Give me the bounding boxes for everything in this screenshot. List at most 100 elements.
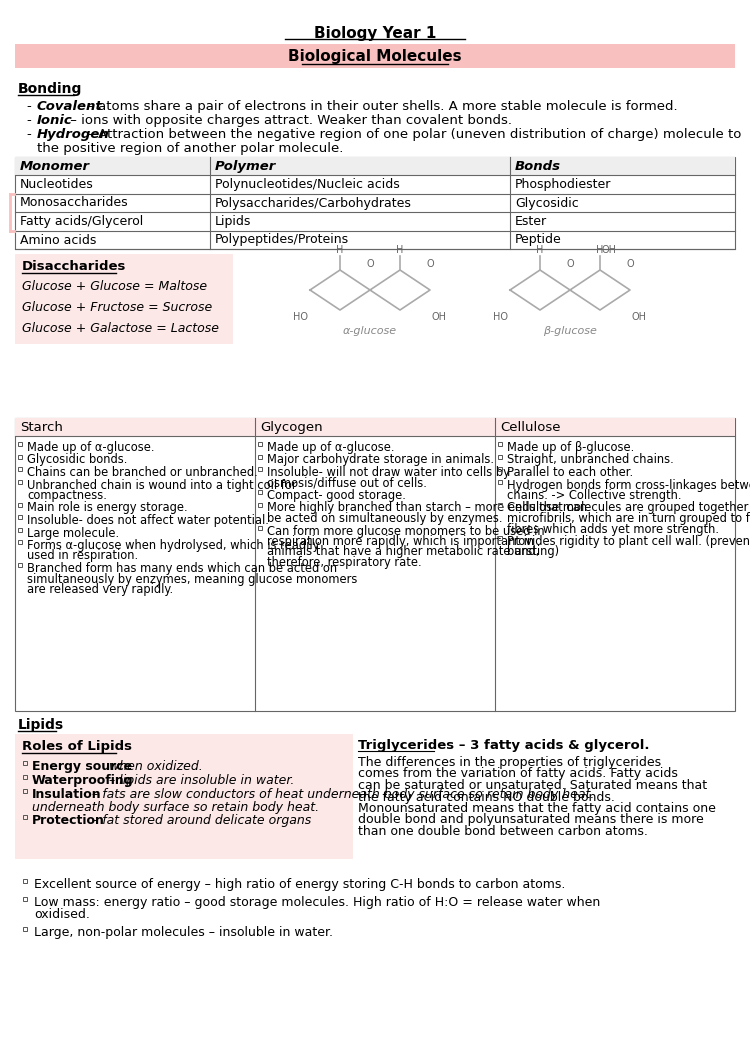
Text: comes from the variation of fatty acids. Fatty acids: comes from the variation of fatty acids.… [358,767,678,780]
Text: Straight, unbranched chains.: Straight, unbranched chains. [507,454,674,466]
Text: Peptide: Peptide [515,233,562,247]
Text: can be saturated or unsaturated. Saturated means that: can be saturated or unsaturated. Saturat… [358,779,707,792]
Bar [258,442,262,446]
Text: – fats are slow conductors of heat underneath body surface so retain body heat.: – fats are slow conductors of heat under… [88,788,594,801]
Text: HO: HO [493,312,508,322]
Bar [258,490,262,494]
Text: respiration more rapidly, which is important in: respiration more rapidly, which is impor… [267,535,534,548]
Text: Glucose + Galactose = Lactose: Glucose + Galactose = Lactose [22,322,219,335]
Text: Chains can be branched or unbranched.: Chains can be branched or unbranched. [27,466,258,479]
Text: Made up of α-glucose.: Made up of α-glucose. [27,441,154,454]
Bar [15,418,735,436]
Text: Insoluble- will not draw water into cells by: Insoluble- will not draw water into cell… [267,466,510,479]
Text: O: O [366,259,374,269]
Text: than one double bond between carbon atoms.: than one double bond between carbon atom… [358,825,648,838]
Text: Unbranched chain is wound into a tight coil for: Unbranched chain is wound into a tight c… [27,478,296,492]
Bar [258,455,262,459]
Text: OH: OH [602,245,617,255]
Text: H: H [336,245,344,255]
Text: The differences in the properties of triglycerides: The differences in the properties of tri… [358,756,662,768]
Text: Waterproofing: Waterproofing [32,774,134,787]
Text: Amino acids: Amino acids [20,233,96,247]
Bar [23,775,27,779]
Text: Compact- good storage.: Compact- good storage. [267,489,406,502]
Bar [18,563,22,567]
Text: Biology Year 1: Biology Year 1 [314,26,436,41]
Text: are released very rapidly.: are released very rapidly. [27,583,173,596]
Text: Fatty acids/Glycerol: Fatty acids/Glycerol [20,215,143,228]
Text: Excellent source of energy – high ratio of energy storing C-H bonds to carbon at: Excellent source of energy – high ratio … [34,878,566,891]
Text: OH: OH [432,312,447,322]
Text: Monosaccharides: Monosaccharides [20,196,129,210]
Bar [23,761,27,765]
Text: Phosphodiester: Phosphodiester [515,178,611,191]
Text: chains. -> Collective strength.: chains. -> Collective strength. [507,489,682,502]
Bar [23,897,27,901]
Bar [23,928,27,931]
Text: -: - [26,128,31,141]
Text: – atoms share a pair of electrons in their outer shells. A more stable molecule : – atoms share a pair of electrons in the… [83,100,678,113]
Text: Biological Molecules: Biological Molecules [288,49,462,64]
Text: underneath body surface so retain body heat.: underneath body surface so retain body h… [32,801,320,814]
Text: Monomer: Monomer [20,160,90,173]
Text: – Attraction between the negative region of one polar (uneven distribution of ch: – Attraction between the negative region… [83,128,742,141]
Text: OH: OH [632,312,647,322]
Text: Roles of Lipids: Roles of Lipids [22,740,132,753]
Text: Forms α-glucose when hydrolysed, which is readily: Forms α-glucose when hydrolysed, which i… [27,538,320,552]
Text: osmosis/diffuse out of cells.: osmosis/diffuse out of cells. [267,477,427,490]
Bar [18,467,22,471]
Text: H: H [536,245,544,255]
Text: Disaccharides: Disaccharides [22,260,126,273]
Text: Glycosidic: Glycosidic [515,196,579,210]
Text: -: - [26,114,31,127]
Bar [498,502,502,507]
Bar [15,254,233,344]
Text: Triglycerides – 3 fatty acids & glycerol.: Triglycerides – 3 fatty acids & glycerol… [358,739,650,752]
Text: – ions with opposite charges attract. Weaker than covalent bonds.: – ions with opposite charges attract. We… [66,114,512,127]
Text: Covalent: Covalent [37,100,103,113]
Bar [498,442,502,446]
Text: Starch: Starch [20,421,63,434]
Text: More highly branched than starch – more ends that can: More highly branched than starch – more … [267,501,587,514]
Bar [498,455,502,459]
Bar [15,45,735,68]
Bar [15,734,353,859]
Text: Glucose + Fructose = Sucrose: Glucose + Fructose = Sucrose [22,301,212,314]
Bar [498,467,502,471]
Bar [15,418,735,711]
Text: fibres which adds yet more strength.: fibres which adds yet more strength. [507,523,719,535]
Text: Lipids: Lipids [215,215,251,228]
Text: – fat stored around delicate organs: – fat stored around delicate organs [88,814,311,827]
Bar [258,467,262,471]
Bar [498,536,502,540]
Text: Protection: Protection [32,814,105,827]
Text: Monounsaturated means that the fatty acid contains one: Monounsaturated means that the fatty aci… [358,802,716,815]
Text: Large molecule.: Large molecule. [27,527,119,540]
Text: be acted on simultaneously by enzymes.: be acted on simultaneously by enzymes. [267,512,503,525]
Bar [23,879,27,883]
Text: O: O [626,259,634,269]
Text: Nucleotides: Nucleotides [20,178,94,191]
Bar [498,479,502,483]
Text: Glucose + Glucose = Maltose: Glucose + Glucose = Maltose [22,280,207,293]
Text: α-glucose: α-glucose [343,326,397,336]
Text: the fatty acid contains NO double bonds.: the fatty acid contains NO double bonds. [358,791,615,803]
Text: Made up of β-glucose.: Made up of β-glucose. [507,441,634,454]
Text: Polynucleotides/Nucleic acids: Polynucleotides/Nucleic acids [215,178,400,191]
Text: Glycogen: Glycogen [260,421,322,434]
Bar [23,789,27,793]
Text: compactness.: compactness. [27,489,106,502]
Bar [18,540,22,544]
Bar [258,502,262,507]
Bar [18,502,22,507]
Text: H: H [396,245,404,255]
Text: Main role is energy storage.: Main role is energy storage. [27,501,188,514]
Text: Energy source: Energy source [32,760,132,773]
Text: double bond and polyunsaturated means there is more: double bond and polyunsaturated means th… [358,813,704,827]
Text: Large, non-polar molecules – insoluble in water.: Large, non-polar molecules – insoluble i… [34,926,333,939]
Text: H: H [596,245,604,255]
Text: oxidised.: oxidised. [34,908,90,921]
Text: Ionic: Ionic [37,114,73,127]
Text: Cellulose molecules are grouped together to form: Cellulose molecules are grouped together… [507,501,750,514]
Text: Major carbohydrate storage in animals.: Major carbohydrate storage in animals. [267,454,494,466]
